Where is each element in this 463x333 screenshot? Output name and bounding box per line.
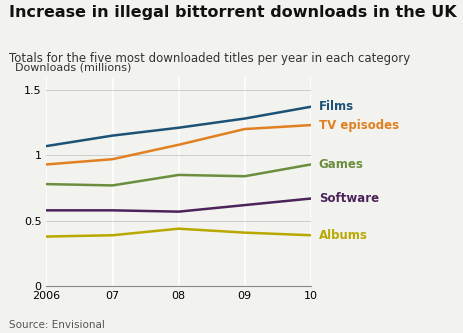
Text: Downloads (millions): Downloads (millions) <box>15 62 131 72</box>
Text: Software: Software <box>318 192 378 205</box>
Text: Totals for the five most downloaded titles per year in each category: Totals for the five most downloaded titl… <box>9 52 410 65</box>
Text: Games: Games <box>318 158 363 171</box>
Text: Increase in illegal bittorrent downloads in the UK: Increase in illegal bittorrent downloads… <box>9 5 456 20</box>
Text: Source: Envisional: Source: Envisional <box>9 320 105 330</box>
Text: Albums: Albums <box>318 229 367 242</box>
Text: TV episodes: TV episodes <box>318 119 398 132</box>
Text: Films: Films <box>318 100 353 113</box>
